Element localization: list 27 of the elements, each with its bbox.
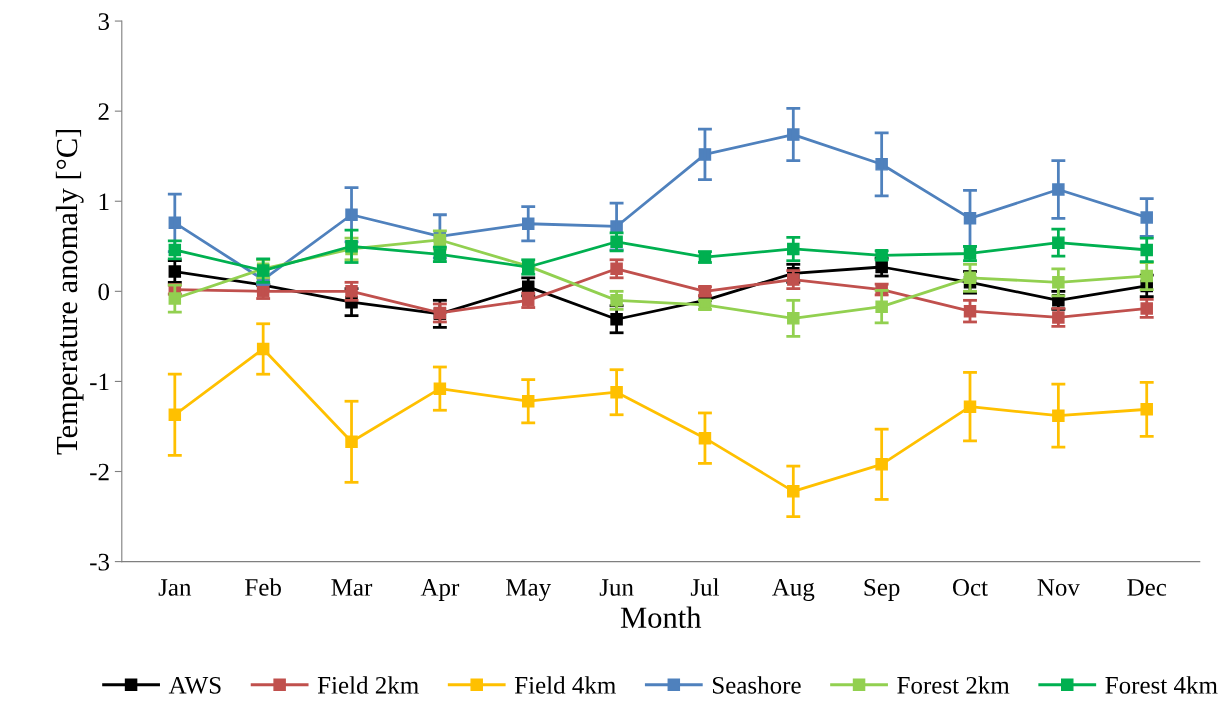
legend-label: Forest 2km (897, 676, 1010, 694)
y-tick-label: 3 (98, 13, 110, 30)
y-tick-label: -2 (90, 463, 109, 481)
x-tick-label: Jan (158, 579, 192, 596)
y-tick-label: -1 (90, 373, 109, 391)
x-tick-label: Dec (1127, 579, 1167, 596)
x-tick-label: Oct (952, 579, 988, 596)
x-tick-label: Jul (690, 578, 720, 596)
legend-label: Seashore (712, 676, 801, 694)
x-tick-label: Aug (772, 579, 815, 601)
x-tick-label: Jun (599, 579, 634, 596)
y-tick-label: 0 (98, 283, 110, 301)
x-tick-label: Sep (864, 579, 900, 601)
x-tick-label: Apr (420, 579, 460, 601)
y-axis-title: Temperature anomaly [°C] (55, 129, 84, 455)
x-tick-label: May (506, 579, 552, 601)
legend-label: Field 4km (514, 676, 616, 694)
x-tick-label: Nov (1037, 579, 1080, 596)
y-tick-label: 2 (98, 103, 109, 120)
legend-label: Field 2km (317, 676, 419, 694)
legend-label: Forest 4km (1105, 676, 1218, 694)
x-tick-label: Feb (245, 578, 281, 596)
x-axis-title: Month (620, 606, 702, 628)
y-tick-label: -3 (90, 553, 110, 571)
x-tick-label: Mar (331, 579, 373, 596)
y-tick-label: 1 (99, 193, 109, 210)
legend-label: AWS (168, 676, 221, 694)
